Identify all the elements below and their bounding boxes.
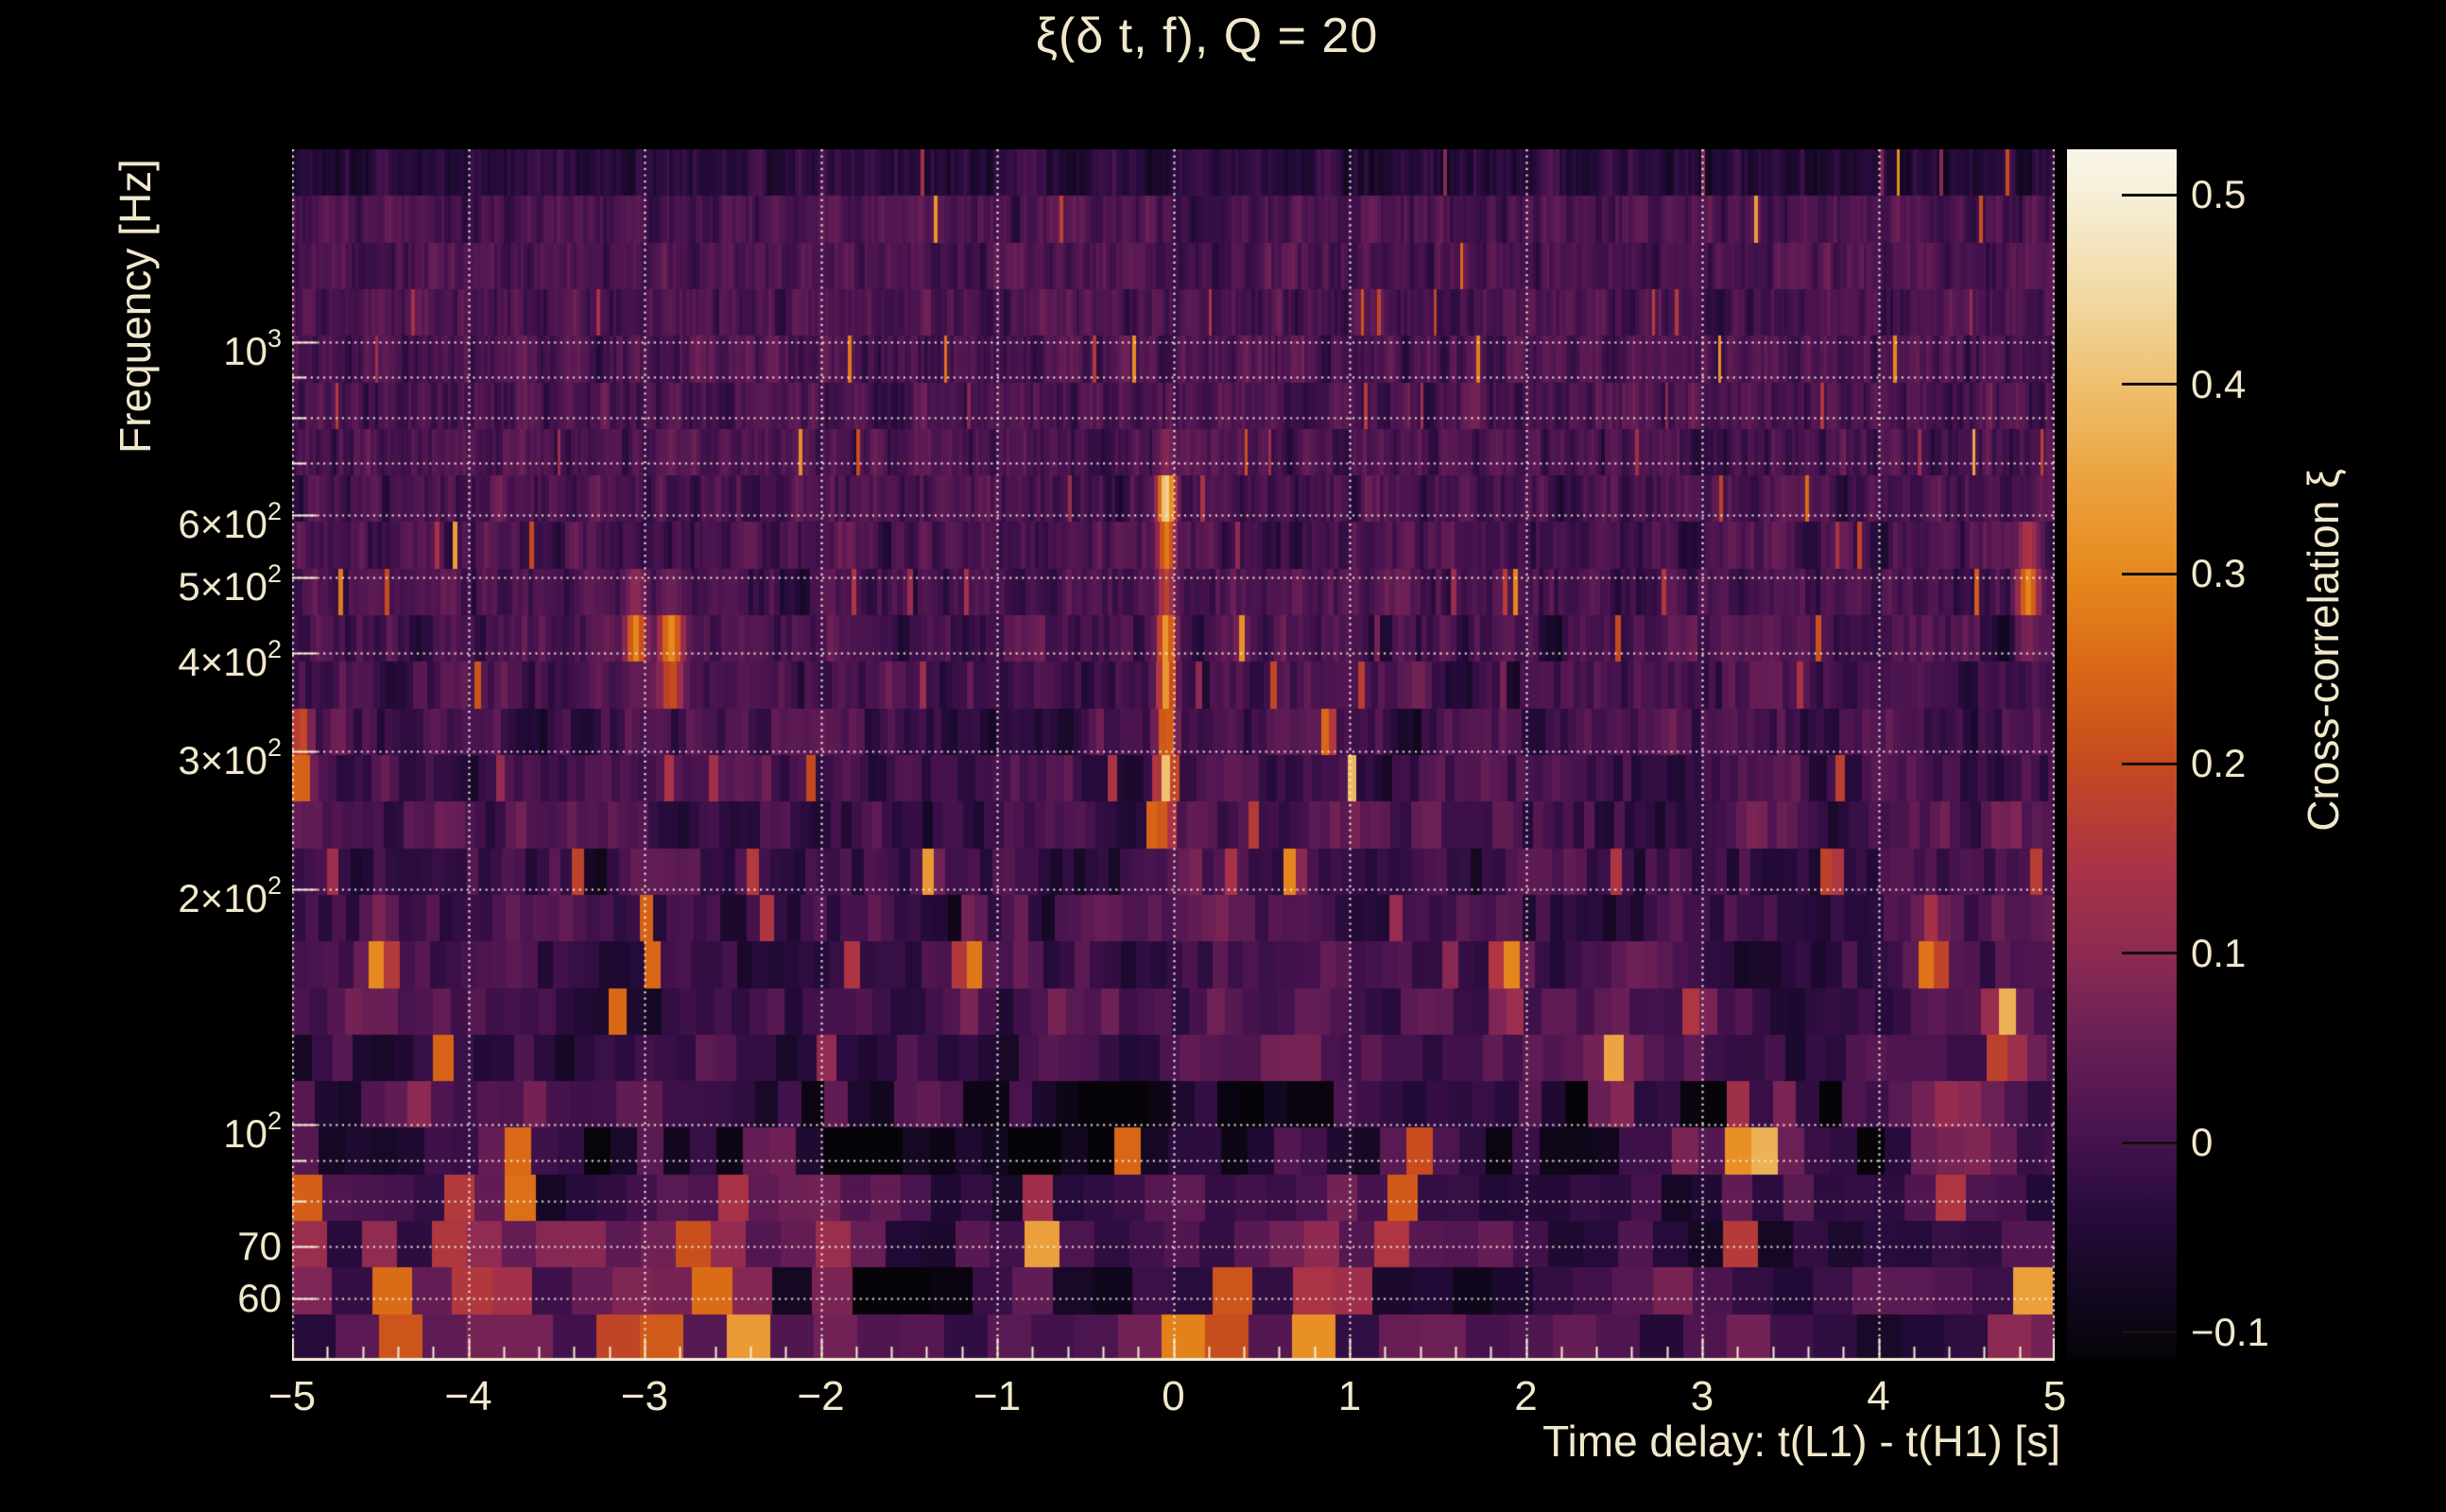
- colorbar-title: Cross-correlation ξ: [2299, 469, 2348, 832]
- y-tick-label: 70: [237, 1223, 282, 1268]
- x-axis-title: Time delay: t(L1) - t(H1) [s]: [1542, 1417, 2060, 1466]
- colorbar-tick-mark: [2122, 1141, 2177, 1144]
- x-tick-label: 3: [1690, 1373, 1714, 1419]
- colorbar-tick-label: 0.5: [2191, 172, 2247, 217]
- x-tick-label: 4: [1867, 1373, 1890, 1419]
- colorbar-tick-label: 0.1: [2191, 930, 2247, 975]
- x-tick-label: 5: [2042, 1373, 2067, 1419]
- y-tick-label: 5×102: [178, 559, 282, 610]
- heatmap-canvas: [292, 149, 2055, 1361]
- colorbar-tick-label: 0.4: [2191, 361, 2247, 406]
- colorbar-tick-mark: [2122, 762, 2177, 765]
- y-axis-title: Frequency [Hz]: [111, 159, 160, 454]
- x-tick-label: 2: [1514, 1373, 1538, 1419]
- x-tick-label: −4: [444, 1373, 492, 1419]
- colorbar-tick-mark: [2122, 572, 2177, 576]
- x-tick-label: −1: [973, 1373, 1022, 1419]
- colorbar: [2067, 149, 2177, 1359]
- colorbar-tick-mark: [2122, 193, 2177, 197]
- colorbar-tick-label: 0.2: [2191, 741, 2247, 786]
- y-tick-label: 2×102: [178, 870, 282, 920]
- colorbar-tick-mark: [2122, 952, 2177, 955]
- x-tick-label: 0: [1162, 1373, 1185, 1419]
- x-tick-label: −5: [267, 1373, 317, 1419]
- y-tick-label: 102: [223, 1107, 282, 1157]
- y-tick-label: 4×102: [178, 635, 282, 685]
- y-tick-label: 60: [237, 1276, 282, 1321]
- colorbar-tick-label: −0.1: [2191, 1309, 2269, 1354]
- x-tick-label: 1: [1337, 1373, 1362, 1419]
- y-tick-label: 6×102: [178, 497, 282, 547]
- y-tick-label: 103: [223, 323, 282, 373]
- y-tick-label: 3×102: [178, 732, 282, 782]
- colorbar-tick-label: 0: [2191, 1120, 2213, 1165]
- colorbar-tick-label: 0.3: [2191, 551, 2247, 596]
- chart-title: ξ(δ t, f), Q = 20: [1035, 9, 1379, 63]
- x-tick-label: −2: [797, 1373, 845, 1419]
- colorbar-tick-mark: [2122, 1331, 2177, 1334]
- colorbar-tick-mark: [2122, 383, 2177, 387]
- x-tick-label: −3: [620, 1373, 669, 1419]
